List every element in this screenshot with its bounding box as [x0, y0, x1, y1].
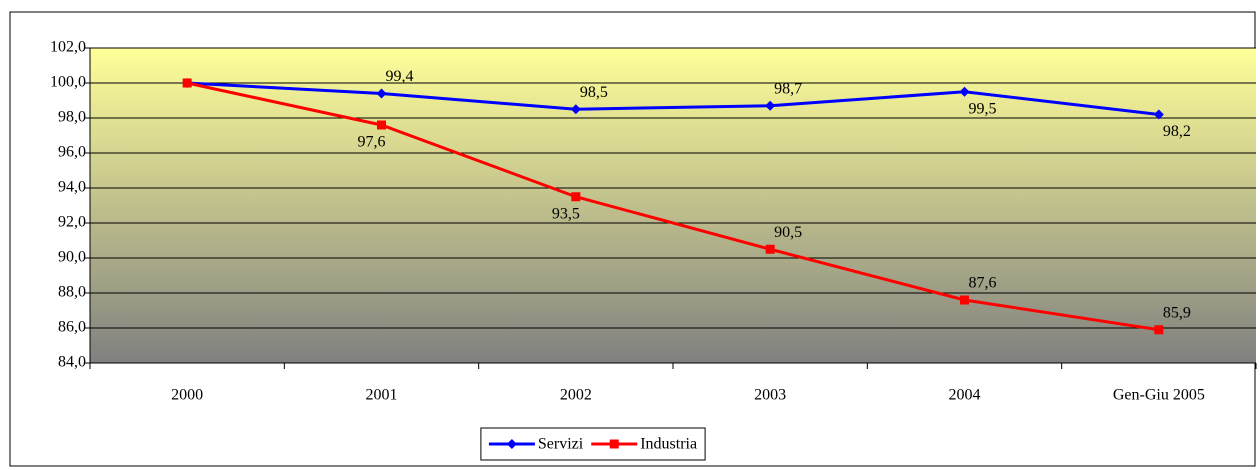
marker — [960, 295, 969, 305]
data-label: 99,5 — [969, 100, 997, 117]
y-tick-label: 88,0 — [58, 284, 86, 301]
x-tick-label: 2001 — [366, 387, 398, 404]
data-label: 97,6 — [358, 134, 386, 151]
y-tick-label: 102,0 — [50, 39, 86, 56]
marker — [571, 192, 581, 202]
marker — [182, 78, 192, 88]
marker — [506, 439, 517, 449]
x-tick-label: 2003 — [754, 387, 786, 404]
legend-label: Industria — [640, 436, 697, 453]
marker — [570, 104, 581, 115]
series-line — [186, 81, 1160, 332]
x-tick-label: Gen-Giu 2005 — [1113, 387, 1205, 404]
data-label: 93,5 — [552, 205, 580, 222]
y-tick-label: 86,0 — [58, 319, 86, 336]
marker — [609, 439, 619, 449]
x-tick-label: 2004 — [949, 387, 981, 404]
data-label: 98,7 — [774, 80, 802, 97]
data-label: 98,5 — [580, 84, 608, 101]
series-line — [187, 81, 1160, 116]
marker — [1154, 325, 1164, 335]
marker — [377, 120, 386, 130]
data-label: 99,4 — [386, 68, 414, 85]
marker — [1153, 109, 1164, 120]
y-tick-label: 98,0 — [58, 109, 86, 126]
y-tick-label: 94,0 — [58, 179, 86, 196]
x-tick-label: 2000 — [171, 387, 203, 404]
marker — [765, 244, 775, 254]
data-label: 90,5 — [774, 224, 802, 241]
y-tick-label: 92,0 — [58, 214, 86, 231]
data-label: 98,2 — [1163, 123, 1191, 140]
y-tick-label: 84,0 — [58, 354, 86, 371]
data-label: 87,6 — [969, 275, 997, 292]
data-label: 85,9 — [1163, 304, 1191, 321]
y-tick-label: 96,0 — [58, 144, 86, 161]
marker — [959, 86, 970, 97]
legend-label: Servizi — [538, 436, 584, 453]
legend: Servizi Industria — [480, 427, 706, 461]
marker — [765, 100, 776, 111]
y-tick-label: 90,0 — [58, 249, 86, 266]
x-tick-label: 2002 — [560, 387, 592, 404]
plot-area — [90, 48, 1256, 363]
marker — [376, 88, 387, 99]
y-tick-label: 100,0 — [50, 74, 86, 91]
